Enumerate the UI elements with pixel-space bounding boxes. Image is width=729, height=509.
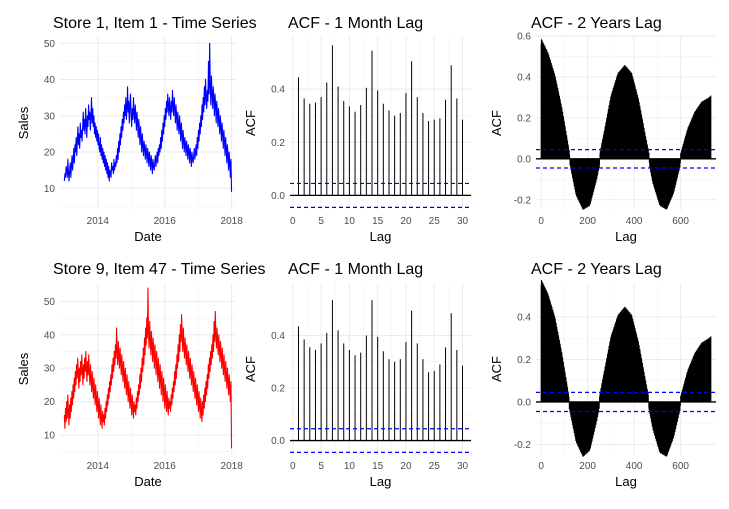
x-tick-label: 15 — [372, 216, 384, 227]
y-axis-label: ACF — [489, 110, 504, 136]
y-tick-label: 0.0 — [271, 436, 285, 447]
y-tick-label: 40 — [44, 330, 56, 341]
y-tick-label: 40 — [44, 75, 56, 86]
y-tick-label: 0.2 — [517, 113, 531, 124]
y-tick-label: 0.4 — [517, 312, 531, 323]
x-tick-label: 200 — [579, 461, 596, 472]
x-tick-label: 2014 — [87, 461, 110, 472]
y-tick-label: -0.2 — [514, 440, 532, 451]
chart-title: ACF - 1 Month Lag — [288, 261, 423, 278]
chart-title: Store 1, Item 1 - Time Series — [53, 15, 257, 32]
y-tick-label: 0.2 — [517, 355, 531, 366]
series-line — [63, 287, 233, 449]
y-tick-label: 0.2 — [271, 138, 285, 149]
y-tick-label: 0.4 — [517, 72, 531, 83]
x-axis-label: Lag — [615, 229, 637, 244]
x-tick-label: 600 — [672, 216, 689, 227]
x-tick-label: 20 — [400, 461, 412, 472]
y-tick-label: 20 — [44, 148, 56, 159]
y-axis-label: ACF — [243, 110, 258, 136]
x-tick-label: 400 — [626, 461, 643, 472]
x-tick-label: 25 — [429, 461, 441, 472]
chart-title: ACF - 2 Years Lag — [531, 15, 662, 32]
y-tick-label: -0.2 — [514, 195, 532, 206]
y-tick-label: 0.0 — [517, 397, 531, 408]
x-tick-label: 20 — [400, 216, 412, 227]
y-tick-label: 50 — [44, 297, 56, 308]
y-tick-label: 0.4 — [271, 331, 285, 342]
x-tick-label: 2018 — [221, 216, 244, 227]
y-tick-label: 50 — [44, 39, 56, 50]
y-tick-label: 0.4 — [271, 85, 285, 96]
panel-acf2_years: ACF - 2 Years Lag 0 200 400 600 -0.2 0.0 0.2 0.4… — [489, 261, 716, 489]
y-tick-label: 0.6 — [517, 32, 531, 43]
y-tick-label: 10 — [44, 184, 56, 195]
x-axis-label: Lag — [370, 229, 392, 244]
series-line — [63, 42, 233, 192]
panel-ts2: Store 9, Item 47 - Time Series 2014 2016 20… — [16, 261, 266, 489]
x-tick-label: 2016 — [154, 216, 177, 227]
y-tick-label: 0.0 — [517, 154, 531, 165]
chart-title: Store 9, Item 47 - Time Series — [53, 261, 266, 278]
y-axis-label: Sales — [16, 352, 31, 385]
y-tick-label: 20 — [44, 397, 56, 408]
x-axis-label: Lag — [370, 474, 392, 489]
x-axis-label: Date — [134, 474, 161, 489]
chart-title: ACF - 1 Month Lag — [288, 15, 423, 32]
y-axis-label: Sales — [16, 106, 31, 139]
x-tick-label: 2018 — [221, 461, 244, 472]
y-tick-label: 30 — [44, 111, 56, 122]
y-axis-label: ACF — [243, 356, 258, 382]
y-tick-label: 30 — [44, 364, 56, 375]
x-tick-label: 2016 — [154, 461, 177, 472]
x-axis-label: Lag — [615, 474, 637, 489]
x-tick-label: 10 — [344, 461, 356, 472]
x-tick-label: 200 — [579, 216, 596, 227]
y-tick-label: 0.0 — [271, 191, 285, 202]
panel-acf1_month: ACF - 1 Month Lag 0 5 10 15 20 25 30 0.0 0.2 0.4 La… — [243, 15, 471, 244]
x-tick-label: 0 — [538, 216, 544, 227]
y-axis-label: ACF — [489, 356, 504, 382]
y-tick-label: 10 — [44, 430, 56, 441]
x-tick-label: 25 — [429, 216, 441, 227]
x-tick-label: 2014 — [87, 216, 110, 227]
x-tick-label: 30 — [457, 461, 469, 472]
x-tick-label: 400 — [626, 216, 643, 227]
x-tick-label: 15 — [372, 461, 384, 472]
x-tick-label: 30 — [457, 216, 469, 227]
panel-acf1_years: ACF - 2 Years Lag 0 200 400 600 -0.2 0.0 0.2 0.4… — [489, 15, 716, 244]
x-tick-label: 0 — [538, 461, 544, 472]
x-tick-label: 0 — [290, 461, 296, 472]
x-tick-label: 600 — [672, 461, 689, 472]
x-tick-label: 0 — [290, 216, 296, 227]
x-tick-label: 5 — [318, 461, 324, 472]
chart-title: ACF - 2 Years Lag — [531, 261, 662, 278]
y-tick-label: 0.2 — [271, 384, 285, 395]
x-axis-label: Date — [134, 229, 161, 244]
x-tick-label: 5 — [318, 216, 324, 227]
x-tick-label: 10 — [344, 216, 356, 227]
panel-acf2_month: ACF - 1 Month Lag 0 5 10 15 20 25 30 0.0 0.2 0.4 La… — [243, 261, 471, 489]
